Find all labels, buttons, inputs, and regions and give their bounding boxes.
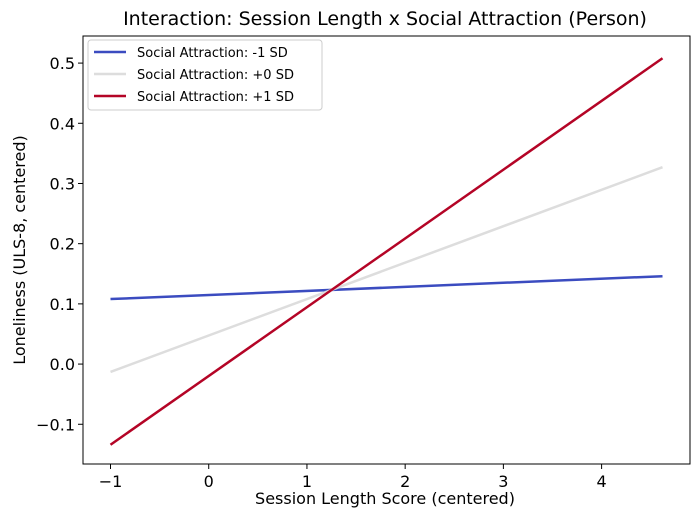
x-tick-label: 3 [498,472,508,491]
x-tick-label: 1 [302,472,312,491]
x-axis: −1 0 1 2 3 4 [99,464,607,491]
y-tick-label: 0.4 [50,114,75,133]
legend: Social Attraction: -1 SD Social Attractio… [87,39,323,111]
plot-frame [82,35,691,465]
series-line-2 [109,57,664,446]
y-tick-label: 0.3 [50,174,75,193]
x-tick-label: 4 [597,472,607,491]
y-axis-title: Loneliness (ULS-8, centered) [10,135,29,365]
x-tick-label: 2 [400,472,410,491]
y-tick-label: −0.1 [36,415,75,434]
series-line-0 [110,274,663,301]
series-line-1 [110,166,663,374]
legend-label-0: Social Attraction: -1 SD [137,46,288,61]
y-tick-label: 0.5 [50,54,75,73]
y-tick-label: 0.2 [50,235,75,254]
y-axis: −0.1 0.0 0.1 0.2 0.3 0.4 0.5 [36,54,83,434]
x-axis-title: Session Length Score (centered) [255,489,515,508]
plot-lines [109,57,664,446]
y-tick-label: 0.0 [50,355,75,374]
chart-title: Interaction: Session Length x Social Att… [123,8,647,30]
x-tick-label: −1 [99,472,123,491]
y-tick-label: 0.1 [50,295,75,314]
legend-box [87,39,323,111]
legend-label-1: Social Attraction: +0 SD [137,68,294,83]
legend-label-2: Social Attraction: +1 SD [137,90,294,105]
x-tick-label: 0 [204,472,214,491]
